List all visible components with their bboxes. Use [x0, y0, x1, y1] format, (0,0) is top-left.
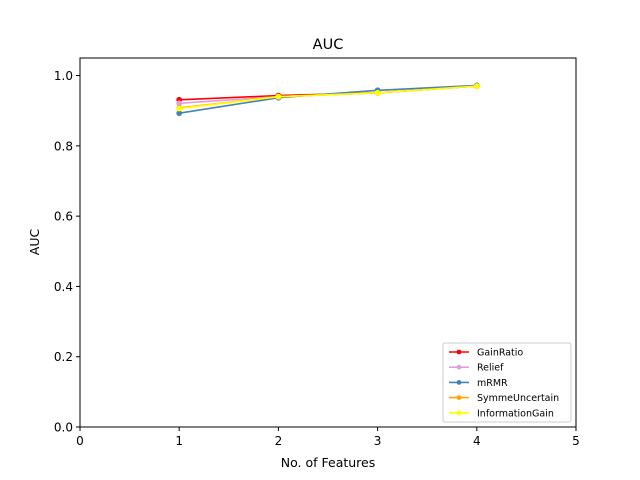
data-point	[374, 89, 381, 96]
legend-label: InformationGain	[477, 408, 554, 419]
legend-marker	[456, 410, 462, 416]
x-axis: 0 1 2 3 4 5	[76, 427, 580, 448]
x-tick-label: 4	[473, 434, 481, 448]
y-tick-label: 0.4	[54, 280, 73, 294]
x-tick-label: 1	[175, 434, 183, 448]
legend-marker	[456, 380, 462, 385]
chart-title: AUC	[313, 37, 344, 53]
legend-item: GainRatio	[449, 348, 523, 359]
legend-marker	[456, 395, 462, 400]
legend-item: SymmeUncertain	[449, 393, 559, 404]
y-axis: 0.0 0.2 0.4 0.6 0.8 1.0	[54, 69, 80, 435]
x-tick-label: 3	[374, 434, 382, 448]
y-tick-label: 0.8	[54, 139, 73, 153]
legend-box	[442, 342, 572, 423]
legend-item: Relief	[449, 363, 504, 374]
data-point	[473, 83, 480, 90]
legend-item: InformationGain	[449, 408, 554, 419]
legend-marker	[456, 364, 462, 370]
data-point	[176, 105, 183, 112]
y-tick-label: 0.2	[54, 350, 73, 364]
legend-label: mRMR	[477, 378, 508, 389]
x-tick-label: 0	[76, 434, 84, 448]
series-layer	[176, 82, 480, 117]
data-point	[275, 93, 282, 100]
legend-label: Relief	[477, 363, 504, 374]
series-informationgain	[176, 83, 480, 112]
legend-marker	[456, 349, 462, 355]
y-tick-label: 0.6	[54, 210, 73, 224]
legend-label: GainRatio	[477, 348, 523, 359]
y-axis-label: AUC	[27, 229, 42, 256]
legend-label: SymmeUncertain	[477, 393, 559, 404]
legend: GainRatio Relief mRMR SymmeUncertain Informa…	[442, 342, 572, 423]
series-line	[179, 85, 477, 110]
legend-item: mRMR	[449, 378, 508, 389]
x-axis-label: No. of Features	[281, 455, 376, 470]
x-tick-label: 5	[572, 434, 580, 448]
y-tick-label: 0.0	[54, 421, 73, 435]
y-tick-label: 1.0	[54, 69, 73, 83]
x-tick-label: 2	[275, 434, 283, 448]
